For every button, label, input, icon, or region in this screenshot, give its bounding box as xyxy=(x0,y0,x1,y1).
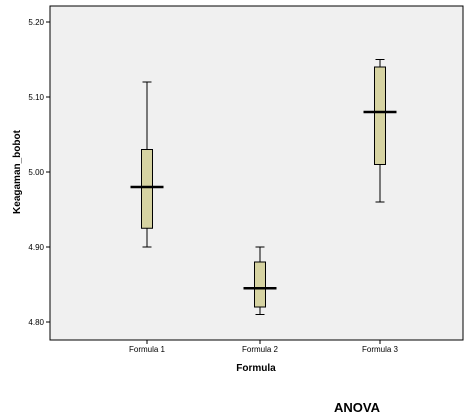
box-group xyxy=(130,81,164,248)
box-group xyxy=(363,59,397,203)
x-axis-title: Formula xyxy=(236,363,276,374)
y-axis: 4.80 4.90 5.00 5.10 5.20 xyxy=(28,18,50,327)
y-tick-label: 4.80 xyxy=(28,318,44,327)
y-tick-label: 5.10 xyxy=(28,93,44,102)
anova-heading: ANOVA xyxy=(334,400,380,415)
y-tick-label: 4.90 xyxy=(28,243,44,252)
y-axis-title: Keagaman_bobot xyxy=(12,129,23,214)
box-iqr xyxy=(254,261,266,308)
box-iqr xyxy=(374,66,386,165)
y-tick-label: 5.00 xyxy=(28,168,44,177)
x-tick-label: Formula 1 xyxy=(129,345,166,354)
y-tick-label: 5.20 xyxy=(28,18,44,27)
boxes-layer xyxy=(130,59,397,315)
x-axis: Formula 1 Formula 2 Formula 3 xyxy=(129,340,399,354)
x-tick-label: Formula 2 xyxy=(242,345,279,354)
x-tick-label: Formula 3 xyxy=(362,345,399,354)
box-iqr xyxy=(141,149,153,229)
box-group xyxy=(243,246,277,315)
